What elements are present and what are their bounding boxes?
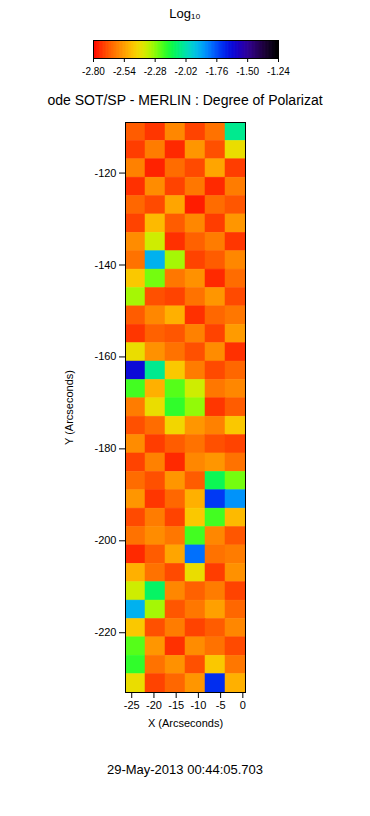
svg-text:-220: -220: [94, 626, 116, 638]
svg-text:-20: -20: [146, 699, 162, 711]
svg-text:-2.54: -2.54: [113, 66, 136, 77]
svg-text:0: 0: [240, 699, 246, 711]
svg-text:Y (Arcseconds): Y (Arcseconds): [63, 370, 75, 445]
html-text:Log₁₀: Log₁₀: [169, 6, 201, 21]
html-text:ode SOT/SP - MERLIN : Degree o: ode SOT/SP - MERLIN : Degree of Polariza…: [47, 92, 323, 108]
svg-text:-160: -160: [94, 350, 116, 362]
svg-text:-200: -200: [94, 534, 116, 546]
svg-text:-25: -25: [124, 699, 140, 711]
svg-text:-2.28: -2.28: [144, 66, 167, 77]
html-text:29-May-2013 00:44:05.703: 29-May-2013 00:44:05.703: [106, 762, 264, 777]
svg-text:-2.02: -2.02: [175, 66, 198, 77]
svg-text:-5: -5: [216, 699, 226, 711]
svg-text:-180: -180: [94, 442, 116, 454]
svg-text:-1.50: -1.50: [236, 66, 259, 77]
svg-text:-2.80: -2.80: [82, 66, 105, 77]
svg-text:X (Arcseconds): X (Arcseconds): [148, 717, 223, 729]
svg-text:-15: -15: [168, 699, 184, 711]
svg-text:-120: -120: [94, 167, 116, 179]
svg-text:-1.24: -1.24: [267, 66, 290, 77]
svg-text:-1.76: -1.76: [205, 66, 228, 77]
svg-text:-140: -140: [94, 259, 116, 271]
svg-text:-10: -10: [190, 699, 206, 711]
